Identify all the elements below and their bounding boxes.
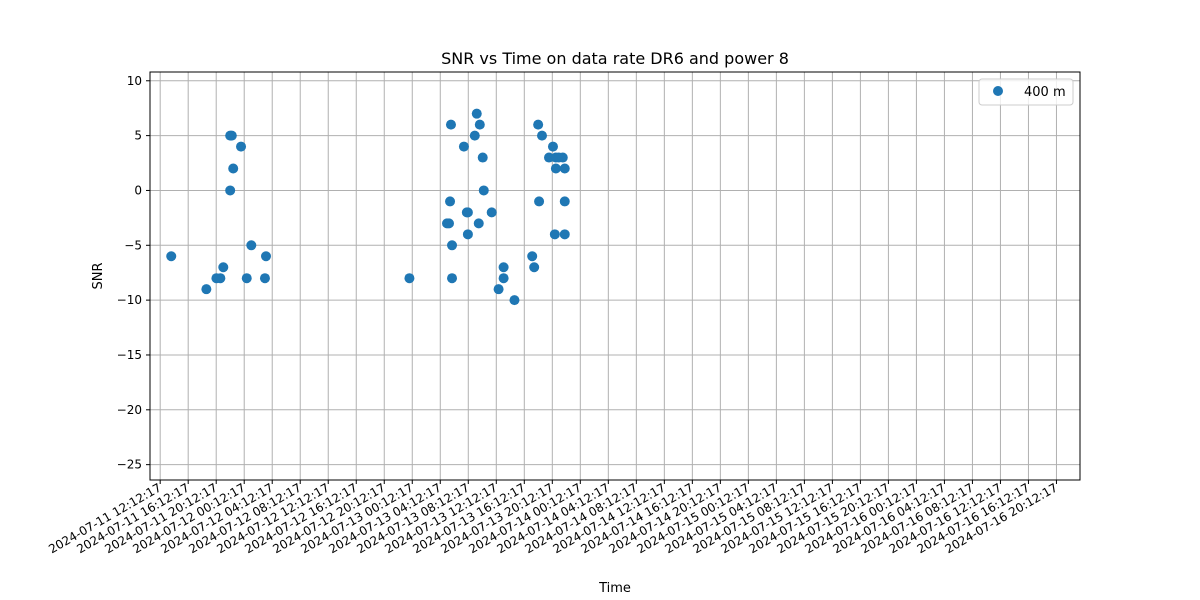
data-point (474, 119, 485, 130)
legend-box (978, 78, 1074, 106)
data-point (225, 185, 236, 196)
data-point (443, 218, 454, 229)
data-point (404, 273, 415, 284)
data-point (215, 273, 226, 284)
data-point (236, 141, 247, 152)
y-tick-label: −5 (124, 238, 142, 252)
data-point (559, 163, 570, 174)
data-point (471, 108, 482, 119)
data-point (445, 119, 456, 130)
y-tick-label: −15 (117, 348, 142, 362)
data-point (228, 163, 239, 174)
plot-frame (149, 71, 1081, 481)
data-point (493, 284, 504, 295)
data-point (498, 262, 509, 273)
data-point (469, 130, 480, 141)
data-point (458, 141, 469, 152)
y-axis: −25 −20 −15 −10 −5 0 5 10 (117, 74, 150, 472)
legend: 400 m (978, 78, 1074, 106)
y-tick-label: −20 (117, 403, 142, 417)
data-point (261, 251, 272, 262)
data-point (218, 262, 229, 273)
data-point (544, 152, 555, 163)
chart-title: SNR vs Time on data rate DR6 and power 8 (441, 49, 789, 68)
y-tick-label: 10 (127, 74, 142, 88)
data-point (509, 295, 520, 306)
x-axis-label: Time (598, 581, 631, 596)
data-point (473, 218, 484, 229)
data-point (559, 196, 570, 207)
data-point (241, 273, 252, 284)
data-point (486, 207, 497, 218)
data-point (246, 240, 257, 251)
data-point (533, 119, 544, 130)
data-point (477, 152, 488, 163)
data-point (529, 262, 540, 273)
data-point (527, 251, 538, 262)
data-point (226, 130, 237, 141)
data-point (534, 196, 545, 207)
data-point (166, 251, 177, 262)
y-tick-label: −10 (117, 293, 142, 307)
y-tick-label: 0 (134, 183, 142, 197)
data-point (445, 196, 456, 207)
data-point (462, 229, 473, 240)
data-point (447, 240, 458, 251)
scatter-points (166, 108, 570, 306)
y-tick-label: −25 (117, 458, 142, 472)
data-point (549, 229, 560, 240)
data-point (462, 207, 473, 218)
data-point (557, 152, 568, 163)
data-point (478, 185, 489, 196)
data-point (547, 141, 558, 152)
data-point (550, 163, 561, 174)
data-point (498, 273, 509, 284)
legend-marker (993, 86, 1003, 96)
data-point (537, 130, 548, 141)
grid (150, 72, 1080, 480)
plot-area (150, 72, 1080, 480)
y-tick-label: 5 (134, 129, 142, 143)
data-point (259, 273, 270, 284)
data-point (201, 284, 212, 295)
data-point (559, 229, 570, 240)
data-point (447, 273, 458, 284)
y-axis-label: SNR (91, 262, 106, 289)
legend-label: 400 m (1024, 85, 1066, 100)
